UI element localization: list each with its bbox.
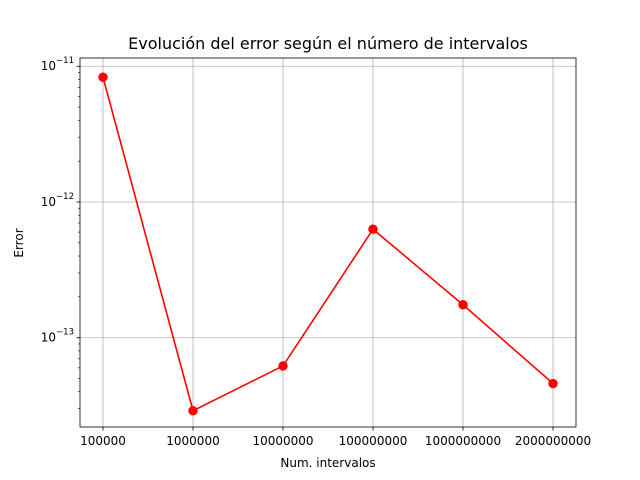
series-layer <box>98 72 558 416</box>
x-tick-label: 1000000000 <box>425 434 501 448</box>
x-tick-label: 1000000 <box>166 434 219 448</box>
data-point <box>98 72 108 82</box>
series-line <box>102 77 554 412</box>
x-axis-ticks: 100000 1000000 10000000 100000000 1000000000… <box>80 427 591 448</box>
data-point <box>548 378 558 389</box>
y-tick-label: 10−11 <box>41 56 74 73</box>
y-tick-label: 10−12 <box>41 192 74 209</box>
data-point <box>188 406 198 416</box>
chart-title: Evolución del error según el número de i… <box>128 34 528 53</box>
data-point <box>368 224 378 234</box>
plot-frame <box>79 57 577 428</box>
x-tick-label: 2000000000 <box>515 434 591 448</box>
y-axis-label: Error <box>12 228 26 257</box>
x-axis-label: Num. intervalos <box>280 456 375 470</box>
data-point <box>278 361 288 371</box>
x-tick-label: 100000000 <box>339 434 408 448</box>
y-axis-ticks: 10−11 10−12 10−13 <box>41 56 80 410</box>
data-point <box>458 300 468 310</box>
x-tick-label: 10000000 <box>252 434 313 448</box>
y-tick-label: 10−13 <box>41 328 74 345</box>
grid-lines <box>80 58 576 427</box>
x-tick-label: 100000 <box>80 434 126 448</box>
